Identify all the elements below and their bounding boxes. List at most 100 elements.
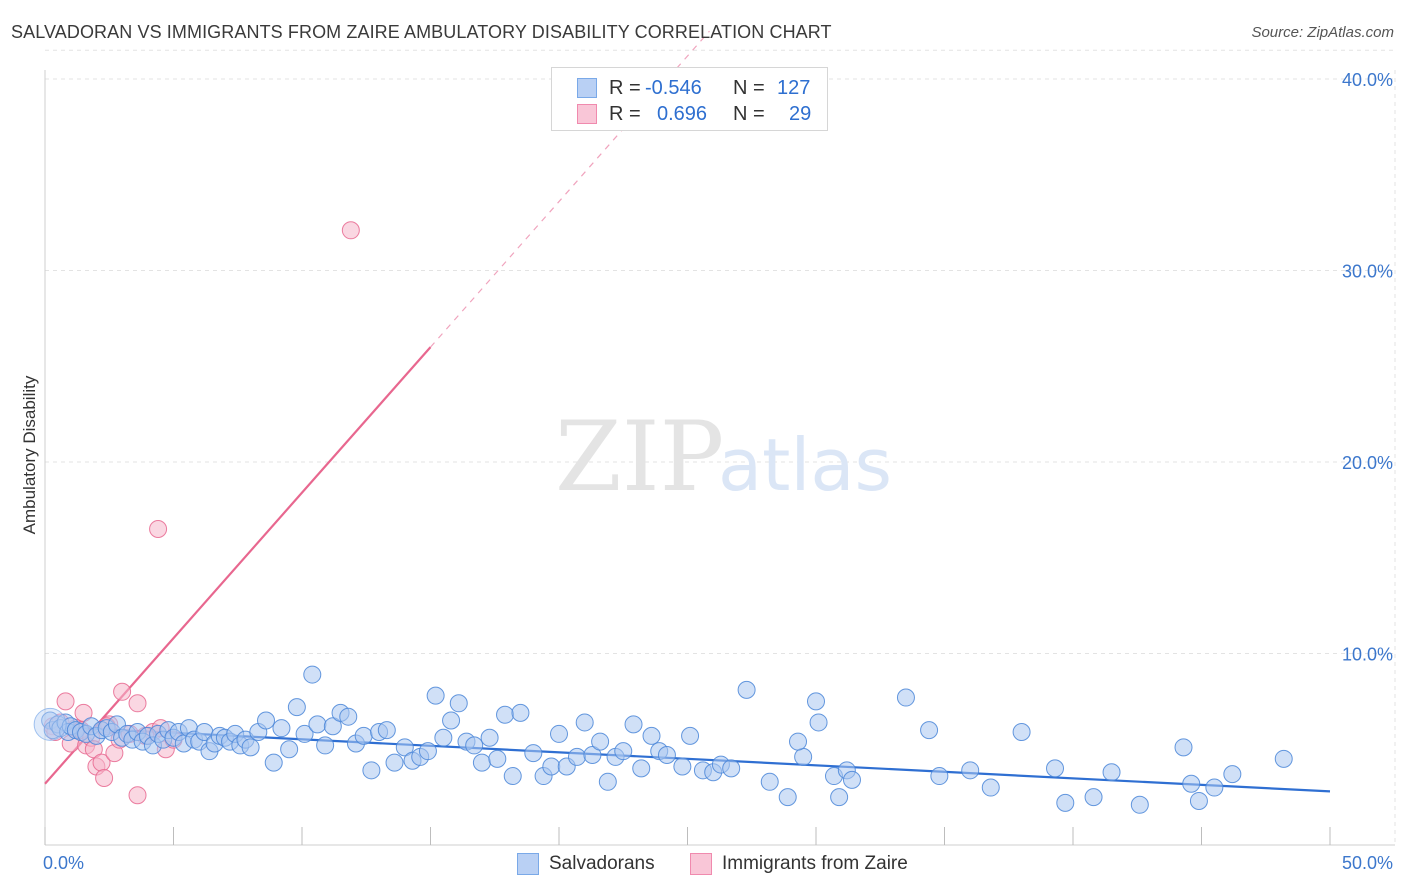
bottom-legend-label: Salvadorans xyxy=(549,853,655,874)
watermark-atlas: atlas xyxy=(718,423,892,507)
salvadoran-point xyxy=(583,745,602,764)
legend-row-zaire: R = 0.696 N = 29 xyxy=(577,102,811,126)
legend-r-value: -0.546 xyxy=(645,76,702,99)
salvadoran-point xyxy=(395,738,414,757)
salvadoran-point xyxy=(1046,759,1065,778)
legend-n-value: 29 xyxy=(789,102,812,125)
zaire-point xyxy=(56,692,75,711)
salvadoran-point xyxy=(287,698,306,717)
salvadoran-point xyxy=(673,757,692,776)
salvadoran-point xyxy=(575,713,594,732)
salvadoran-point xyxy=(542,757,561,776)
data-points xyxy=(33,221,1293,814)
salvadoran-point xyxy=(809,713,828,732)
salvadoran-point xyxy=(624,715,643,734)
salvadoran-point xyxy=(794,747,813,766)
salvadoran-point xyxy=(316,736,335,755)
legend-swatch-salvadorans xyxy=(577,78,597,98)
salvadoran-point xyxy=(303,665,322,684)
salvadoran-point xyxy=(614,742,633,761)
legend-r-label: R = xyxy=(609,76,641,99)
x-tick-label: 50.0% xyxy=(1342,853,1393,873)
chart-title: SALVADORAN VS IMMIGRANTS FROM ZAIRE AMBU… xyxy=(11,22,832,42)
y-tick-label: 30.0% xyxy=(1342,262,1393,282)
salvadoran-point xyxy=(511,703,530,722)
salvadoran-point xyxy=(449,694,468,713)
salvadoran-point xyxy=(308,715,327,734)
zaire-point xyxy=(128,694,147,713)
bottom-legend-swatch-salvadorans xyxy=(517,853,539,875)
salvadoran-point xyxy=(1130,795,1149,814)
salvadoran-point xyxy=(981,778,1000,797)
salvadoran-point xyxy=(642,726,661,745)
salvadoran-point xyxy=(961,761,980,780)
salvadoran-point xyxy=(778,788,797,807)
salvadoran-point xyxy=(272,719,291,738)
salvadoran-point xyxy=(280,740,299,759)
salvadoran-point xyxy=(241,738,260,757)
salvadoran-point xyxy=(591,732,610,751)
y-tick-label: 40.0% xyxy=(1342,70,1393,90)
salvadoran-point xyxy=(737,680,756,699)
salvadoran-point xyxy=(524,744,543,763)
salvadoran-point xyxy=(1012,723,1031,742)
salvadoran-point xyxy=(465,736,484,755)
salvadoran-point xyxy=(1174,738,1193,757)
x-tick-labels: 0.0% 50.0% xyxy=(43,853,1393,873)
salvadoran-point xyxy=(807,692,825,711)
zaire-point xyxy=(128,786,147,805)
salvadoran-point xyxy=(496,705,515,724)
legend-swatch-zaire xyxy=(577,104,597,124)
salvadoran-point xyxy=(920,721,939,740)
salvadoran-point xyxy=(830,788,849,807)
bottom-legend-label: Immigrants from Zaire xyxy=(722,853,908,874)
salvadoran-point xyxy=(295,724,314,743)
salvadoran-point xyxy=(930,767,949,786)
salvadoran-point xyxy=(354,726,373,745)
salvadoran-point xyxy=(567,747,586,766)
legend-n-label: N = xyxy=(733,76,765,99)
zaire-point xyxy=(149,520,168,539)
y-tick-labels: 10.0% 20.0% 30.0% 40.0% xyxy=(1342,70,1393,665)
salvadoran-point xyxy=(681,726,700,745)
bottom-legend-swatch-zaire xyxy=(690,853,712,875)
salvadoran-point xyxy=(362,761,381,780)
salvadoran-point xyxy=(434,728,453,747)
salvadoran-point xyxy=(264,753,283,772)
salvadoran-point xyxy=(472,753,491,772)
legend-r-label: R = xyxy=(609,102,641,125)
salvadoran-point xyxy=(550,724,568,743)
y-axis-label: Ambulatory Disability xyxy=(20,375,39,534)
salvadoran-point xyxy=(598,772,617,791)
y-tick-label: 20.0% xyxy=(1342,453,1393,473)
x-tick-label: 0.0% xyxy=(43,853,84,873)
salvadoran-point xyxy=(842,770,861,789)
salvadoran-point xyxy=(488,749,507,768)
salvadoran-point xyxy=(722,759,741,778)
salvadoran-point xyxy=(1189,791,1208,810)
legend-r-value: 0.696 xyxy=(657,102,708,125)
salvadoran-point xyxy=(257,711,276,730)
salvadoran-point xyxy=(377,721,396,740)
salvadoran-point xyxy=(480,728,499,747)
salvadoran-point xyxy=(1102,763,1121,782)
salvadoran-point xyxy=(323,717,342,736)
correlation-legend: R = -0.546 N = 127 R = 0.696 N = 29 xyxy=(551,67,828,131)
y-tick-label: 10.0% xyxy=(1342,645,1393,665)
salvadoran-point xyxy=(442,711,461,730)
bottom-legend-zaire: Immigrants from Zaire xyxy=(690,851,908,877)
salvadoran-point xyxy=(339,707,358,726)
legend-row-salvadorans: R = -0.546 N = 127 xyxy=(577,76,810,100)
salvadoran-point xyxy=(1182,774,1201,793)
salvadoran-point xyxy=(789,732,808,751)
bottom-legend-salvadorans: Salvadorans xyxy=(517,851,655,877)
salvadoran-point xyxy=(1205,778,1224,797)
salvadoran-point xyxy=(385,753,404,772)
salvadoran-point xyxy=(1274,749,1293,768)
zaire-point xyxy=(95,768,114,787)
salvadoran-point xyxy=(760,772,779,791)
salvadoran-point xyxy=(896,688,915,707)
salvadoran-point xyxy=(1084,788,1103,807)
salvadoran-point xyxy=(426,686,445,705)
